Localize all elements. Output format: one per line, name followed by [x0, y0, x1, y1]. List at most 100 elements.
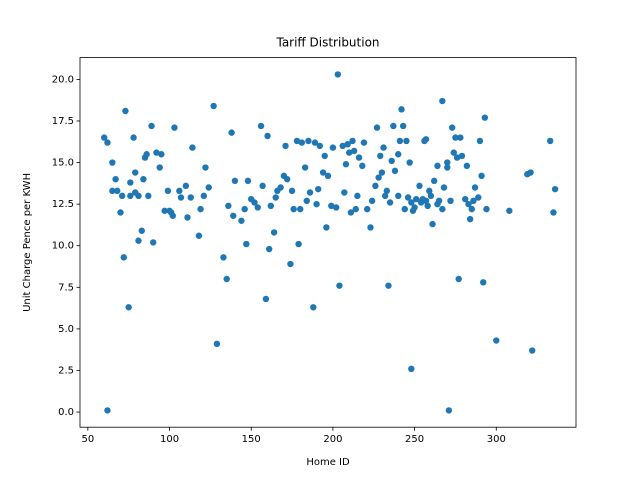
- y-tick-label: 15.0: [52, 158, 74, 169]
- point: [408, 365, 415, 373]
- point: [257, 122, 265, 130]
- point: [265, 245, 273, 253]
- point: [408, 199, 415, 206]
- point: [334, 71, 342, 78]
- point: [323, 224, 330, 231]
- point: [324, 172, 332, 180]
- point: [251, 199, 258, 206]
- point: [450, 149, 457, 156]
- point: [313, 200, 320, 208]
- point: [483, 205, 490, 213]
- point: [550, 209, 557, 216]
- point: [125, 304, 132, 311]
- point: [118, 192, 126, 200]
- point: [117, 209, 124, 216]
- point: [360, 139, 368, 146]
- point: [267, 202, 275, 210]
- point: [205, 184, 212, 191]
- point: [200, 192, 208, 200]
- point: [230, 212, 237, 219]
- point: [319, 169, 327, 176]
- point: [349, 137, 356, 145]
- point: [462, 195, 469, 203]
- point: [411, 204, 418, 211]
- point: [455, 275, 462, 283]
- point: [352, 205, 359, 213]
- point: [391, 167, 399, 175]
- point: [439, 97, 446, 105]
- point: [347, 209, 355, 216]
- point: [297, 205, 304, 213]
- point: [321, 152, 328, 160]
- point: [424, 202, 431, 210]
- point: [546, 137, 554, 145]
- point: [468, 205, 475, 213]
- point: [130, 134, 137, 141]
- point: [112, 175, 119, 183]
- point: [529, 347, 536, 354]
- point: [476, 137, 484, 145]
- point: [243, 240, 250, 248]
- point: [164, 187, 172, 195]
- point: [329, 144, 337, 151]
- point: [390, 122, 397, 130]
- point: [195, 232, 203, 239]
- y-tick-label: 12.5: [52, 199, 74, 210]
- point: [223, 275, 230, 283]
- point: [288, 187, 296, 195]
- point: [447, 197, 454, 205]
- point: [132, 169, 139, 176]
- point: [416, 182, 423, 190]
- point: [135, 192, 142, 200]
- x-tick-label: 200: [323, 434, 342, 445]
- point: [434, 162, 441, 170]
- y-tick-label: 10.0: [52, 241, 74, 252]
- point: [452, 134, 459, 141]
- point: [140, 175, 147, 183]
- point: [506, 207, 513, 214]
- point: [114, 187, 121, 195]
- point: [445, 407, 453, 414]
- point: [311, 139, 319, 146]
- x-tick-label: 100: [160, 434, 179, 445]
- point: [480, 279, 487, 286]
- point: [341, 189, 348, 196]
- point: [109, 159, 116, 166]
- point: [122, 107, 129, 115]
- point: [100, 134, 108, 141]
- point: [138, 227, 145, 234]
- point: [440, 184, 448, 191]
- point: [375, 174, 382, 181]
- point: [306, 189, 314, 196]
- point: [202, 164, 209, 171]
- point: [254, 204, 261, 211]
- point: [388, 157, 395, 165]
- point: [127, 179, 134, 186]
- point: [373, 124, 381, 131]
- point: [435, 197, 443, 205]
- point: [355, 154, 363, 161]
- y-tick-label: 17.5: [52, 116, 74, 127]
- point: [328, 202, 335, 210]
- point: [354, 192, 361, 200]
- point: [282, 142, 289, 150]
- point: [184, 214, 191, 221]
- point: [364, 205, 371, 213]
- x-axis-label: Home ID: [306, 457, 350, 468]
- point: [453, 154, 461, 161]
- point: [399, 122, 407, 130]
- y-tick-label: 0.0: [58, 407, 74, 418]
- point: [466, 215, 474, 223]
- point: [444, 159, 451, 166]
- point: [127, 192, 134, 200]
- point: [310, 304, 317, 311]
- point: [383, 187, 391, 195]
- point: [182, 182, 190, 190]
- point: [471, 184, 479, 191]
- point: [120, 254, 127, 261]
- chart-title: Tariff Distribution: [275, 36, 379, 50]
- point: [457, 134, 464, 141]
- point: [430, 177, 438, 185]
- point: [293, 137, 301, 145]
